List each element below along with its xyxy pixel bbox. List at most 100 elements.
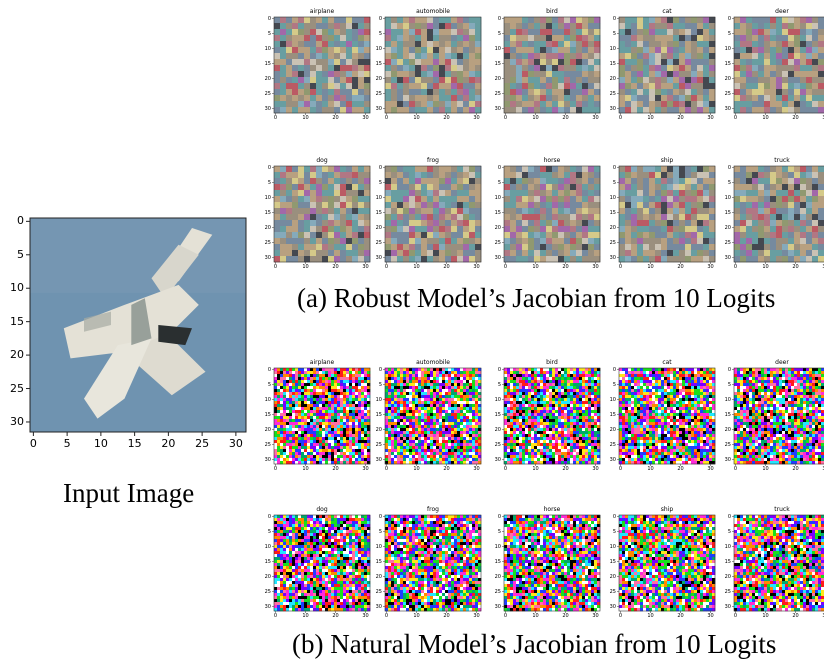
- tile-x-tick-label: 10: [532, 466, 539, 472]
- jacobian-tile-bird: [502, 367, 601, 466]
- tile-title: truck: [774, 157, 790, 164]
- tile-x-tick-label: 20: [677, 115, 684, 121]
- tile-x-tick-label: 10: [647, 466, 654, 472]
- jacobian-tile-dog: [272, 514, 371, 613]
- tile-x-tick-label: 30: [822, 264, 824, 270]
- tile-y-tick-label: 15: [375, 60, 382, 67]
- tile-x-tick-label: 30: [473, 466, 480, 472]
- tile-title: deer: [775, 8, 789, 15]
- tile-title: cat: [662, 8, 672, 15]
- tile-y-tick-label: 25: [724, 441, 731, 448]
- input-y-tick-label: 20: [10, 348, 24, 362]
- input-y-tick-label: 0: [17, 214, 24, 228]
- tile-x-tick-label: 0: [384, 613, 389, 619]
- tile-y-tick-label: 0: [727, 513, 731, 520]
- tile-y-tick-label: 20: [494, 426, 501, 433]
- tile-x-tick-label: 30: [362, 115, 369, 121]
- tile-y-tick-label: 25: [264, 441, 271, 448]
- tile-y-tick-label: 5: [727, 179, 731, 186]
- tile-y-tick-label: 30: [375, 254, 382, 261]
- jacobian-tile-frog: [383, 514, 482, 613]
- tile-y-tick-label: 10: [375, 45, 382, 52]
- tile-x-tick-label: 0: [503, 115, 508, 121]
- tile-y-tick-label: 20: [724, 573, 731, 580]
- input-y-tick-label: 25: [10, 381, 24, 395]
- tile-y-tick-label: 20: [724, 75, 731, 82]
- tile-y-tick-label: 25: [264, 588, 271, 595]
- tile-y-tick-label: 25: [494, 90, 501, 97]
- tile-y-tick-label: 30: [264, 254, 271, 261]
- tile-y-tick-label: 0: [267, 15, 271, 22]
- tile-title: horse: [543, 157, 561, 164]
- tile-x-tick-label: 0: [273, 466, 278, 472]
- tile-y-tick-label: 15: [264, 411, 271, 418]
- tile-x-tick-label: 30: [707, 613, 714, 619]
- tile-y-tick-label: 20: [724, 224, 731, 231]
- tile-y-tick-label: 30: [494, 105, 501, 112]
- tile-x-tick-label: 30: [473, 115, 480, 121]
- input-x-tick-label: 25: [195, 437, 210, 450]
- tile-x-tick-label: 0: [384, 466, 389, 472]
- tile-y-tick-label: 30: [494, 603, 501, 610]
- tile-x-tick-label: 20: [332, 613, 339, 619]
- tile-y-tick-label: 10: [609, 543, 616, 550]
- tile-y-tick-label: 20: [494, 75, 501, 82]
- tile-y-tick-label: 30: [609, 105, 616, 112]
- tile-x-tick-label: 0: [384, 264, 389, 270]
- input-y-tick-label: 30: [10, 414, 24, 428]
- tile-x-tick-label: 30: [592, 466, 599, 472]
- tile-y-tick-label: 10: [264, 45, 271, 52]
- tile-x-tick-label: 10: [413, 115, 420, 121]
- tile-y-tick-label: 10: [375, 396, 382, 403]
- natural-caption: (b) Natural Model’s Jacobian from 10 Log…: [292, 629, 777, 659]
- tile-y-tick-label: 5: [378, 381, 382, 388]
- tile-y-tick-label: 15: [494, 411, 501, 418]
- tile-title: ship: [660, 157, 674, 164]
- tile-y-tick-label: 30: [724, 105, 731, 112]
- tile-x-tick-label: 10: [413, 613, 420, 619]
- tile-x-tick-label: 20: [443, 264, 450, 270]
- tile-y-tick-label: 0: [267, 366, 271, 373]
- tile-y-tick-label: 30: [375, 603, 382, 610]
- input-y-tick-label: 5: [17, 247, 24, 261]
- tile-x-tick-label: 10: [532, 115, 539, 121]
- tile-y-tick-label: 15: [375, 209, 382, 216]
- tile-x-tick-label: 20: [792, 466, 799, 472]
- tile-y-tick-label: 5: [612, 179, 616, 186]
- tile-y-tick-label: 10: [264, 194, 271, 201]
- tile-y-tick-label: 30: [494, 254, 501, 261]
- robust-caption: (a) Robust Model’s Jacobian from 10 Logi…: [297, 283, 776, 313]
- tile-y-tick-label: 10: [494, 194, 501, 201]
- tile-y-tick-label: 30: [264, 456, 271, 463]
- tile-x-tick-label: 0: [618, 264, 623, 270]
- tile-title: frog: [427, 157, 439, 164]
- tile-x-tick-label: 0: [273, 613, 278, 619]
- tile-x-tick-label: 10: [302, 466, 309, 472]
- tile-y-tick-label: 10: [375, 194, 382, 201]
- tile-y-tick-label: 10: [494, 45, 501, 52]
- tile-y-tick-label: 25: [375, 441, 382, 448]
- tile-y-tick-label: 0: [378, 15, 382, 22]
- tile-y-tick-label: 5: [727, 30, 731, 37]
- tile-y-tick-label: 20: [375, 75, 382, 82]
- tile-y-tick-label: 15: [264, 60, 271, 67]
- jacobian-tile-automobile: [383, 367, 482, 466]
- tile-x-tick-label: 30: [707, 115, 714, 121]
- tile-y-tick-label: 5: [497, 381, 501, 388]
- tile-y-tick-label: 10: [494, 396, 501, 403]
- tile-x-tick-label: 20: [677, 613, 684, 619]
- tile-y-tick-label: 5: [612, 381, 616, 388]
- tile-y-tick-label: 5: [497, 528, 501, 535]
- tile-y-tick-label: 0: [497, 513, 501, 520]
- tile-y-tick-label: 0: [612, 15, 616, 22]
- tile-x-tick-label: 20: [677, 264, 684, 270]
- tile-y-tick-label: 0: [267, 513, 271, 520]
- tile-x-tick-label: 30: [473, 613, 480, 619]
- tile-y-tick-label: 20: [375, 426, 382, 433]
- tile-x-tick-label: 20: [332, 115, 339, 121]
- tile-x-tick-label: 0: [733, 613, 738, 619]
- tile-y-tick-label: 5: [497, 30, 501, 37]
- tile-title: ship: [660, 506, 674, 513]
- tile-x-tick-label: 0: [618, 115, 623, 121]
- tile-y-tick-label: 15: [264, 209, 271, 216]
